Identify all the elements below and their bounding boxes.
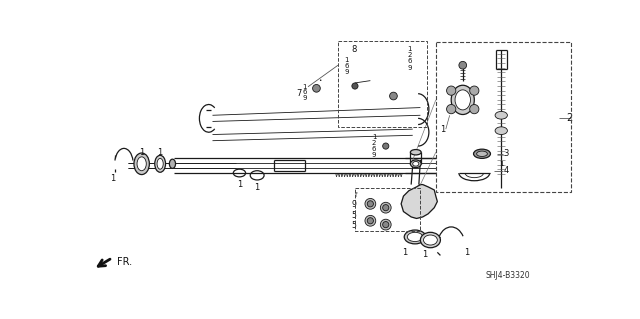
- Text: 9: 9: [303, 94, 307, 100]
- Text: 5: 5: [351, 211, 356, 220]
- Text: 1: 1: [464, 248, 469, 257]
- Circle shape: [380, 219, 391, 230]
- Text: 2: 2: [407, 52, 412, 58]
- Ellipse shape: [407, 232, 422, 241]
- Bar: [436, 42, 570, 192]
- Text: 1: 1: [303, 84, 307, 90]
- Polygon shape: [401, 185, 437, 219]
- Text: 4: 4: [504, 166, 509, 175]
- Circle shape: [352, 83, 358, 89]
- Text: 1: 1: [500, 161, 504, 167]
- Text: 1: 1: [139, 148, 144, 157]
- Circle shape: [365, 198, 376, 209]
- Circle shape: [312, 85, 320, 92]
- Text: 1: 1: [344, 57, 349, 63]
- Text: 6: 6: [372, 146, 376, 152]
- Text: 2: 2: [372, 140, 376, 146]
- Ellipse shape: [474, 149, 490, 159]
- Bar: [338, 41, 427, 127]
- Circle shape: [470, 86, 479, 95]
- Ellipse shape: [495, 127, 508, 135]
- Ellipse shape: [495, 111, 508, 119]
- Text: 1: 1: [407, 46, 412, 52]
- Text: •: •: [319, 78, 322, 83]
- Text: 9: 9: [351, 200, 356, 209]
- Circle shape: [365, 215, 376, 226]
- Ellipse shape: [420, 232, 440, 248]
- Circle shape: [459, 61, 467, 69]
- Text: f: f: [355, 192, 358, 197]
- Text: 1: 1: [372, 134, 376, 140]
- Ellipse shape: [157, 159, 163, 169]
- Text: 6: 6: [407, 58, 412, 64]
- Circle shape: [367, 218, 373, 224]
- Text: 1: 1: [440, 125, 445, 134]
- Circle shape: [383, 221, 389, 228]
- Bar: [355, 189, 420, 231]
- Ellipse shape: [410, 160, 421, 168]
- Circle shape: [383, 204, 389, 211]
- Text: 6: 6: [303, 89, 307, 95]
- Ellipse shape: [155, 155, 166, 172]
- Text: 9: 9: [407, 64, 412, 70]
- Ellipse shape: [410, 150, 421, 155]
- Ellipse shape: [413, 161, 419, 166]
- Text: 8: 8: [352, 45, 357, 54]
- Ellipse shape: [477, 151, 488, 157]
- Text: 2: 2: [566, 113, 573, 122]
- Circle shape: [447, 86, 456, 95]
- Ellipse shape: [455, 90, 470, 110]
- Circle shape: [470, 105, 479, 114]
- Text: SHJ4-B3320: SHJ4-B3320: [486, 271, 531, 280]
- Circle shape: [447, 105, 456, 114]
- Text: 1: 1: [255, 183, 260, 192]
- Text: 1: 1: [110, 174, 115, 183]
- Circle shape: [367, 201, 373, 207]
- Circle shape: [383, 143, 389, 149]
- Text: 5: 5: [351, 221, 356, 230]
- Text: 1: 1: [157, 148, 163, 157]
- Text: 6: 6: [344, 63, 349, 69]
- Ellipse shape: [137, 157, 147, 171]
- Ellipse shape: [404, 230, 426, 244]
- Text: 9: 9: [344, 69, 349, 75]
- Text: 7: 7: [296, 89, 302, 98]
- Text: 1: 1: [237, 180, 242, 189]
- Ellipse shape: [134, 153, 149, 174]
- Text: 9: 9: [372, 152, 376, 158]
- Circle shape: [390, 92, 397, 100]
- Text: 1: 1: [422, 250, 427, 259]
- Ellipse shape: [424, 235, 437, 245]
- Circle shape: [380, 202, 391, 213]
- Text: FR.: FR.: [117, 257, 132, 267]
- Text: 1: 1: [403, 248, 408, 257]
- Text: 3: 3: [504, 149, 509, 158]
- Ellipse shape: [451, 85, 474, 115]
- Ellipse shape: [170, 159, 175, 168]
